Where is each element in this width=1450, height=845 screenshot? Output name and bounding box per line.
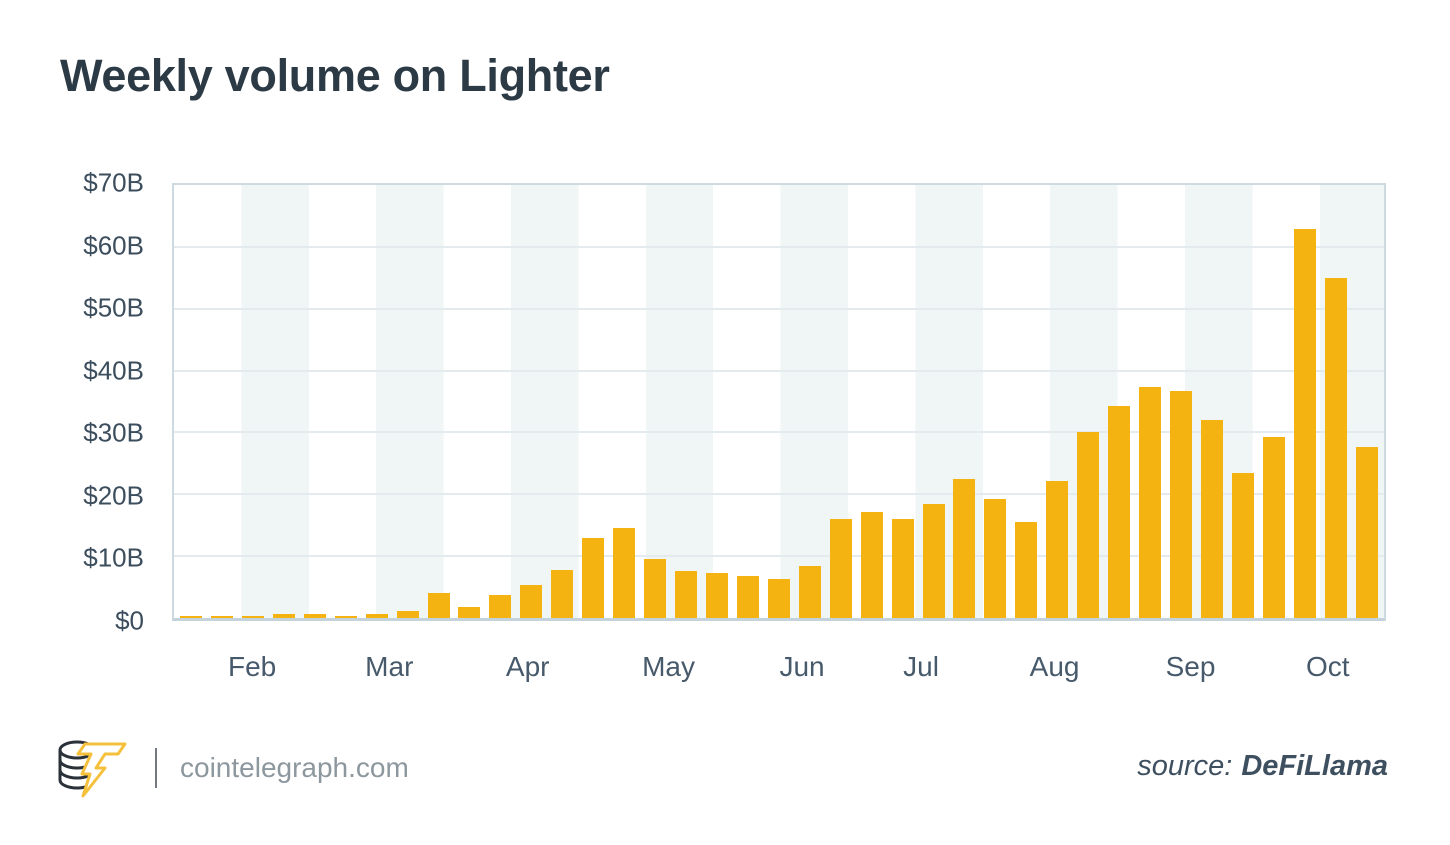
footer-brand: cointelegraph.com bbox=[55, 736, 409, 800]
volume-bar bbox=[1108, 405, 1131, 618]
volume-bar bbox=[1231, 472, 1254, 618]
volume-bar bbox=[180, 615, 202, 618]
volume-bar bbox=[365, 614, 388, 618]
volume-bar bbox=[551, 569, 574, 618]
x-tick-label: Sep bbox=[1165, 651, 1216, 682]
y-tick-label: $60B bbox=[83, 230, 144, 261]
y-axis: $70B $60B $50B $40B $30B $20B $10B $0 bbox=[30, 168, 158, 636]
volume-bar bbox=[767, 579, 790, 618]
volume-bar bbox=[891, 519, 914, 618]
volume-bar bbox=[829, 519, 852, 618]
volume-bar bbox=[520, 584, 543, 618]
volume-bar bbox=[1077, 432, 1100, 618]
x-tick-label: Apr bbox=[505, 651, 550, 682]
x-tick-label: Feb bbox=[227, 651, 277, 682]
volume-bar bbox=[582, 537, 605, 618]
volume-bar bbox=[1200, 420, 1223, 618]
footer-divider bbox=[155, 748, 157, 788]
volume-bar bbox=[613, 528, 636, 618]
volume-bar bbox=[984, 499, 1007, 618]
y-tick-label: $50B bbox=[83, 292, 144, 323]
gridline bbox=[174, 431, 1384, 434]
lightning-bolt-icon bbox=[76, 742, 127, 798]
volume-bar bbox=[1324, 277, 1347, 618]
x-tick-label: May bbox=[642, 651, 695, 682]
volume-bar bbox=[210, 615, 233, 618]
volume-bar bbox=[644, 558, 667, 618]
source-label: source: bbox=[1137, 750, 1233, 782]
volume-bar bbox=[860, 511, 883, 618]
x-tick-label: Oct bbox=[1305, 651, 1350, 682]
x-tick-label: Mar bbox=[365, 651, 414, 682]
volume-bar bbox=[427, 592, 450, 618]
gridline bbox=[174, 245, 1384, 248]
source-name: DeFiLlama bbox=[1241, 750, 1388, 782]
volume-bar bbox=[396, 610, 419, 618]
volume-bar bbox=[272, 614, 295, 618]
x-tick-label: Jul bbox=[903, 651, 939, 682]
volume-bar bbox=[798, 566, 821, 618]
y-tick-label: $0 bbox=[115, 605, 144, 636]
volume-bar bbox=[953, 479, 976, 618]
gridline bbox=[174, 555, 1384, 558]
volume-bar bbox=[1355, 447, 1378, 618]
volume-bar bbox=[1262, 436, 1285, 618]
x-tick-label: Aug bbox=[1029, 651, 1080, 682]
x-axis: Feb Mar Apr May Jun Jul Aug Sep Oct bbox=[172, 651, 1386, 693]
y-tick-label: $40B bbox=[83, 355, 144, 386]
bar-series bbox=[180, 185, 1378, 618]
x-tick-label: Jun bbox=[779, 651, 825, 682]
chart-title: Weekly volume on Lighter bbox=[60, 50, 610, 101]
volume-bar bbox=[1015, 522, 1038, 618]
gridline bbox=[174, 307, 1384, 310]
site-name: cointelegraph.com bbox=[180, 752, 409, 783]
volume-bar bbox=[489, 594, 512, 618]
volume-bar bbox=[736, 575, 759, 618]
plot-area bbox=[172, 183, 1386, 621]
volume-bar bbox=[675, 571, 697, 618]
y-tick-label: $70B bbox=[83, 167, 144, 198]
volume-bar bbox=[1293, 228, 1316, 618]
y-tick-label: $30B bbox=[83, 417, 144, 448]
volume-bar bbox=[1139, 386, 1162, 618]
volume-bar bbox=[241, 615, 264, 618]
y-tick-label: $10B bbox=[83, 542, 144, 573]
volume-bar bbox=[1170, 390, 1192, 618]
gridline bbox=[174, 369, 1384, 372]
volume-bar bbox=[1046, 481, 1069, 618]
volume-bar bbox=[705, 572, 728, 618]
source-credit: source: DeFiLlama bbox=[1137, 750, 1388, 783]
volume-bar bbox=[303, 614, 326, 618]
gridline bbox=[174, 493, 1384, 496]
y-tick-label: $20B bbox=[83, 480, 144, 511]
volume-bar bbox=[334, 615, 357, 618]
volume-bar bbox=[458, 606, 481, 618]
volume-bar bbox=[922, 503, 945, 618]
cointelegraph-logo-icon bbox=[58, 740, 127, 798]
